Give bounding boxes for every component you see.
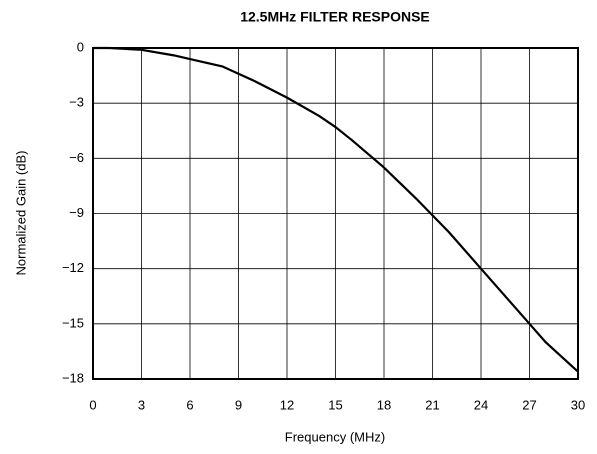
y-tick-label: −18	[62, 370, 84, 385]
x-tick-label: 3	[138, 397, 145, 412]
y-axis-label: Normalized Gain (dB)	[13, 151, 28, 276]
x-tick-label: 24	[474, 397, 488, 412]
x-tick-label: 27	[522, 397, 536, 412]
x-tick-label: 12	[280, 397, 294, 412]
line	[93, 46, 579, 373]
plot-frame	[92, 47, 579, 380]
x-tick-label: 0	[89, 397, 96, 412]
y-tick-label: −12	[62, 260, 84, 275]
y-tick-label: −3	[69, 95, 84, 110]
y-tick-label: −6	[69, 150, 84, 165]
x-tick-label: 6	[186, 397, 193, 412]
x-tick-label: 30	[571, 397, 585, 412]
y-tick-label: −15	[62, 315, 84, 330]
chart-title: 12.5MHz FILTER RESPONSE	[240, 9, 430, 25]
y-tick-label: 0	[77, 39, 84, 54]
x-axis-label: Frequency (MHz)	[285, 429, 385, 444]
x-tick-label: 15	[328, 397, 342, 412]
x-tick-label: 18	[377, 397, 391, 412]
x-tick-label: 9	[235, 397, 242, 412]
x-tick-label: 21	[425, 397, 439, 412]
y-tick-label: −9	[69, 205, 84, 220]
